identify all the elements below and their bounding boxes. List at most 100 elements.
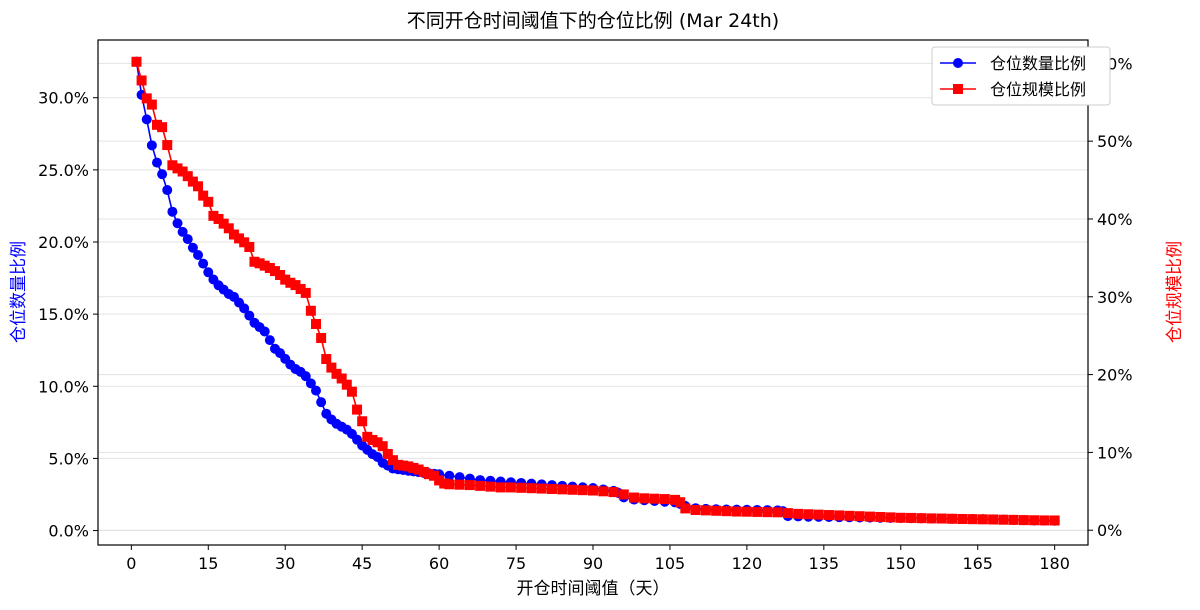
data-point-size — [1008, 514, 1019, 525]
data-point-size — [280, 274, 291, 285]
data-point-count — [311, 385, 322, 396]
data-point-size — [577, 485, 588, 496]
data-point-count — [239, 303, 250, 314]
legend-item-size: 仓位规模比例 — [940, 80, 1086, 99]
data-point-size — [926, 513, 937, 524]
data-point-size — [367, 434, 378, 445]
y-left-tick-label: 0.0% — [48, 522, 89, 541]
data-point-size — [254, 258, 265, 269]
data-point-size — [264, 262, 275, 273]
data-point-count — [162, 185, 173, 196]
data-point-count — [300, 371, 311, 382]
x-tick-label: 75 — [506, 554, 526, 573]
legend-marker-size — [953, 84, 963, 94]
data-point-size — [141, 93, 152, 104]
y-left-tick-label: 25.0% — [38, 161, 89, 180]
x-tick-label: 105 — [655, 554, 686, 573]
x-tick-label: 165 — [962, 554, 993, 573]
data-point-size — [813, 509, 824, 520]
data-point-size — [557, 484, 568, 495]
data-point-size — [895, 512, 906, 523]
y-axis-right: 0%10%20%30%40%50%60% — [1088, 54, 1133, 540]
data-point-size — [198, 190, 209, 201]
x-axis-title: 开仓时间阈值（天） — [517, 579, 670, 599]
series-size — [131, 56, 1060, 526]
data-point-size — [346, 386, 357, 397]
data-point-size — [977, 514, 988, 525]
data-point-size — [151, 119, 162, 130]
data-point-size — [834, 510, 845, 521]
legend-marker-count — [953, 58, 963, 68]
data-point-size — [675, 497, 686, 508]
series-count — [131, 56, 1060, 526]
data-point-count — [177, 226, 188, 237]
y-left-tick-label: 15.0% — [38, 305, 89, 324]
data-point-size — [157, 122, 168, 133]
data-point-size — [844, 510, 855, 521]
data-point-size — [967, 514, 978, 525]
legend-item-count: 仓位数量比例 — [940, 54, 1086, 73]
data-point-size — [387, 455, 398, 466]
x-tick-label: 0 — [126, 554, 136, 573]
data-point-size — [454, 479, 465, 490]
legend-label-size: 仓位规模比例 — [990, 80, 1086, 99]
data-point-size — [475, 480, 486, 491]
data-point-size — [275, 269, 286, 280]
data-point-size — [998, 514, 1009, 525]
data-point-size — [331, 368, 342, 379]
data-point-size — [187, 176, 198, 187]
y-right-tick-label: 10% — [1097, 443, 1133, 462]
y-right-tick-label: 50% — [1097, 132, 1133, 151]
data-point-count — [444, 470, 455, 481]
data-point-count — [198, 258, 209, 269]
data-point-size — [403, 461, 414, 472]
data-point-size — [413, 464, 424, 475]
data-point-size — [854, 511, 865, 522]
data-point-size — [1018, 515, 1029, 526]
data-point-size — [741, 506, 752, 517]
data-point-size — [885, 512, 896, 523]
data-point-size — [269, 266, 280, 277]
x-axis: 0 15 30 45 60 75 90 105 120 135 150 165 180 — [126, 545, 1070, 573]
data-point-size — [588, 485, 598, 496]
data-point-size — [700, 505, 711, 516]
x-tick-label: 135 — [809, 554, 840, 573]
data-point-size — [649, 493, 660, 504]
data-point-size — [947, 513, 958, 524]
data-point-size — [259, 260, 270, 271]
legend: 仓位数量比例 仓位规模比例 — [931, 46, 1111, 106]
data-point-size — [362, 431, 373, 442]
legend-label-count: 仓位数量比例 — [990, 54, 1086, 73]
data-point-size — [864, 511, 875, 522]
data-point-size — [659, 494, 670, 505]
y-axis-left-title: 仓位数量比例 — [9, 241, 29, 343]
data-point-size — [428, 470, 439, 481]
data-point-size — [546, 483, 557, 494]
data-point-size — [434, 475, 445, 486]
data-point-size — [772, 507, 783, 518]
data-point-size — [485, 481, 496, 492]
data-point-size — [711, 505, 722, 516]
y-axis-left: 0.0% 5.0% 10.0% 15.0% 20.0% 25.0% 30.0% — [38, 89, 98, 541]
data-point-size — [393, 459, 404, 470]
data-point-size — [875, 511, 886, 522]
series-layer — [131, 56, 1060, 526]
data-point-size — [1049, 515, 1060, 526]
data-point-size — [223, 223, 234, 234]
x-tick-label: 30 — [275, 554, 295, 573]
data-point-size — [752, 506, 763, 517]
y-right-tick-label: 40% — [1097, 210, 1133, 229]
data-point-count — [187, 242, 198, 253]
data-point-size — [162, 140, 173, 151]
data-point-size — [793, 508, 804, 519]
data-point-size — [382, 448, 393, 459]
data-point-count — [151, 157, 162, 168]
data-point-size — [336, 373, 347, 384]
legend-box — [931, 46, 1111, 106]
data-point-size — [408, 462, 419, 473]
data-point-size — [629, 492, 640, 503]
data-point-size — [244, 241, 255, 252]
data-point-size — [1039, 515, 1050, 526]
data-point-size — [193, 181, 204, 192]
data-point-size — [526, 483, 537, 494]
